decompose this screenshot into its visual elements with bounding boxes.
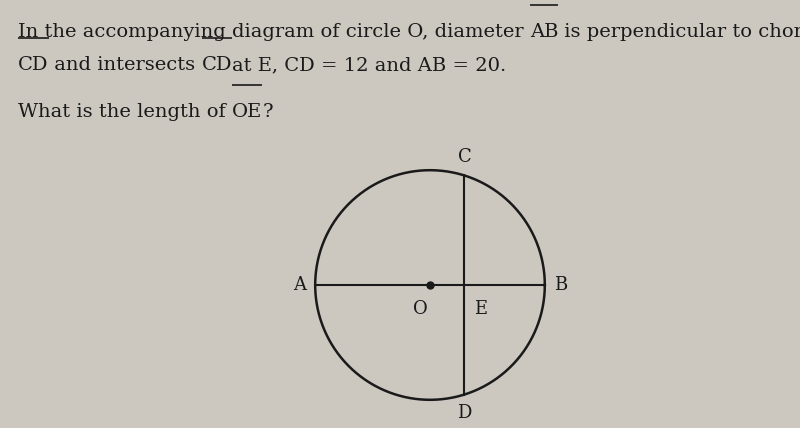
Text: A: A: [293, 276, 306, 294]
Text: CD: CD: [202, 56, 232, 74]
Text: D: D: [458, 404, 472, 422]
Text: B: B: [554, 276, 567, 294]
Text: OE: OE: [232, 103, 262, 121]
Text: C: C: [458, 148, 471, 166]
Text: ?: ?: [262, 103, 273, 121]
Text: AB: AB: [530, 23, 558, 41]
Text: In the accompanying diagram of circle O, diameter: In the accompanying diagram of circle O,…: [18, 23, 530, 41]
Text: What is the length of: What is the length of: [18, 103, 232, 121]
Text: is perpendicular to chord: is perpendicular to chord: [558, 23, 800, 41]
Text: at E, CD = 12 and AB = 20.: at E, CD = 12 and AB = 20.: [232, 56, 506, 74]
Text: E: E: [474, 300, 486, 318]
Text: O: O: [414, 300, 428, 318]
Text: and intersects: and intersects: [49, 56, 202, 74]
Text: CD: CD: [18, 56, 49, 74]
